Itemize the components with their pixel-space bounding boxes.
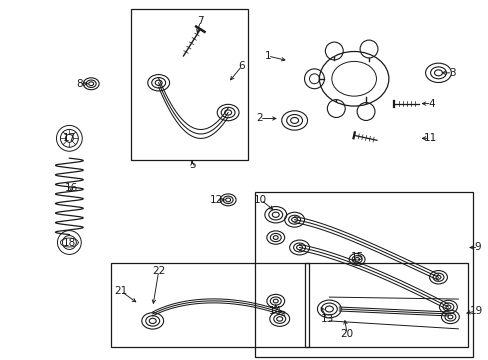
Text: 10: 10 xyxy=(254,195,267,205)
Text: 15: 15 xyxy=(350,252,363,262)
Text: 19: 19 xyxy=(468,306,482,316)
Text: 2: 2 xyxy=(256,113,263,123)
Text: 13: 13 xyxy=(320,314,333,324)
Text: 17: 17 xyxy=(62,133,76,143)
Text: 1: 1 xyxy=(264,51,270,61)
Text: 18: 18 xyxy=(62,238,76,248)
Text: 22: 22 xyxy=(152,266,165,276)
Bar xyxy=(131,9,247,160)
Text: 7: 7 xyxy=(197,16,203,26)
Text: 4: 4 xyxy=(427,99,434,109)
Text: 12: 12 xyxy=(209,195,223,205)
Text: 5: 5 xyxy=(189,160,195,170)
Text: 6: 6 xyxy=(238,61,245,71)
Text: 21: 21 xyxy=(114,286,127,296)
Text: 8: 8 xyxy=(76,79,82,89)
Text: 11: 11 xyxy=(423,133,436,143)
Bar xyxy=(304,264,468,347)
Text: 3: 3 xyxy=(448,68,455,78)
Text: 16: 16 xyxy=(64,183,78,193)
Text: 14: 14 xyxy=(268,306,282,316)
Text: 9: 9 xyxy=(474,243,481,252)
Text: 20: 20 xyxy=(340,329,353,339)
Bar xyxy=(254,192,472,357)
Bar xyxy=(111,264,309,347)
